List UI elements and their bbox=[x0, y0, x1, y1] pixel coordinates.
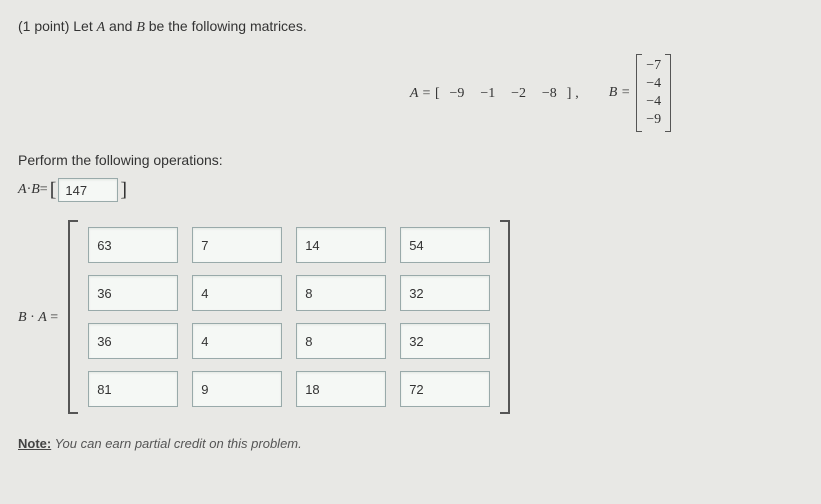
BA-A: A bbox=[38, 310, 47, 325]
BA-matrix-grid bbox=[88, 220, 490, 414]
AB-B: B bbox=[31, 182, 40, 198]
BA-section: B · A = bbox=[18, 220, 803, 414]
B-v2: −4 bbox=[646, 94, 661, 110]
BA-cell-2-1[interactable] bbox=[192, 323, 282, 359]
BA-bracket-right bbox=[500, 220, 510, 414]
BA-dot: · bbox=[27, 310, 39, 325]
BA-cell-0-3[interactable] bbox=[400, 227, 490, 263]
problem-prompt: (1 point) Let A and B be the following m… bbox=[18, 18, 803, 36]
BA-cell-1-2[interactable] bbox=[296, 275, 386, 311]
BA-cell-2-2[interactable] bbox=[296, 323, 386, 359]
note: Note: You can earn partial credit on thi… bbox=[18, 436, 803, 451]
bracket-left: [ bbox=[435, 86, 440, 101]
matrix-B-column: −7 −4 −4 −9 bbox=[636, 54, 671, 132]
matrix-B-label: B = bbox=[609, 85, 631, 101]
B-v3: −9 bbox=[646, 112, 661, 128]
points: (1 point) bbox=[18, 18, 73, 34]
B-v1: −4 bbox=[646, 76, 661, 92]
BA-cell-1-0[interactable] bbox=[88, 275, 178, 311]
prompt-and: and bbox=[105, 18, 136, 34]
matrix-A-def: A = [ −9 −1 −2 −8 ] , bbox=[410, 84, 579, 102]
AB-lbr: [ bbox=[50, 179, 57, 202]
BA-B: B bbox=[18, 310, 27, 325]
A-v3: −8 bbox=[536, 86, 563, 101]
BA-cell-0-1[interactable] bbox=[192, 227, 282, 263]
AB-input[interactable] bbox=[58, 178, 118, 202]
matrix-A-label: A = bbox=[410, 86, 431, 101]
B-bracket-right bbox=[665, 54, 671, 132]
BA-cell-3-3[interactable] bbox=[400, 371, 490, 407]
B-v0: −7 bbox=[646, 58, 661, 74]
AB-row: A · B = [ ] bbox=[18, 178, 803, 202]
AB-eq: = bbox=[40, 182, 48, 198]
AB-rbr: ] bbox=[120, 179, 127, 202]
BA-eq: = bbox=[47, 310, 58, 325]
AB-A: A bbox=[18, 182, 27, 198]
BA-cell-3-1[interactable] bbox=[192, 371, 282, 407]
BA-label: B · A = bbox=[18, 308, 58, 326]
BA-cell-2-0[interactable] bbox=[88, 323, 178, 359]
note-bold: Note: bbox=[18, 436, 51, 451]
BA-cell-0-0[interactable] bbox=[88, 227, 178, 263]
A-v1: −1 bbox=[474, 86, 501, 101]
var-B: B bbox=[136, 20, 145, 35]
prompt-text2: be the following matrices. bbox=[145, 18, 307, 34]
BA-cell-1-1[interactable] bbox=[192, 275, 282, 311]
matrix-definitions: A = [ −9 −1 −2 −8 ] , B = −7 −4 −4 −9 bbox=[278, 54, 803, 132]
BA-cell-3-2[interactable] bbox=[296, 371, 386, 407]
A-v0: −9 bbox=[444, 86, 471, 101]
var-A: A bbox=[97, 20, 106, 35]
BA-cell-0-2[interactable] bbox=[296, 227, 386, 263]
BA-cell-1-3[interactable] bbox=[400, 275, 490, 311]
BA-cell-2-3[interactable] bbox=[400, 323, 490, 359]
A-v2: −2 bbox=[505, 86, 532, 101]
matrix-B-def: B = −7 −4 −4 −9 bbox=[609, 54, 671, 132]
bracket-right: ] bbox=[567, 86, 572, 101]
perform-label: Perform the following operations: bbox=[18, 152, 803, 168]
note-text: You can earn partial credit on this prob… bbox=[51, 436, 302, 451]
BA-cell-3-0[interactable] bbox=[88, 371, 178, 407]
prompt-text1: Let bbox=[73, 18, 96, 34]
BA-bracket-left bbox=[68, 220, 78, 414]
comma: , bbox=[575, 86, 579, 101]
